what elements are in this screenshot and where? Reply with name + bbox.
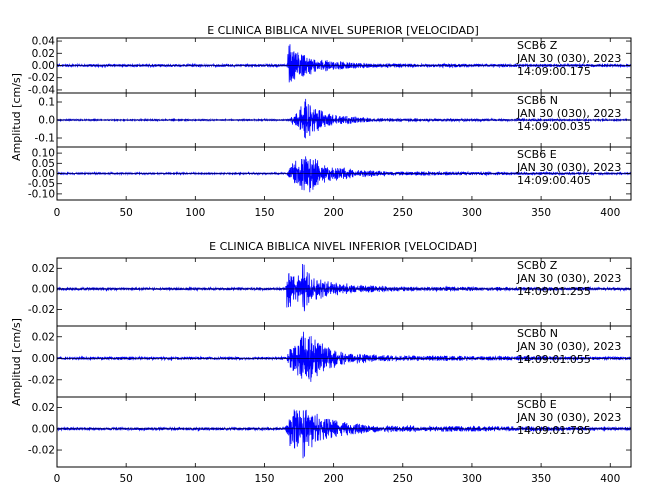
waveform-trace: [56, 331, 632, 382]
y-tick-label: -0.10: [28, 188, 55, 200]
y-tick-label: -0.02: [28, 374, 55, 386]
x-tick-label: 350: [531, 473, 551, 485]
x-tick-label: 200: [324, 207, 344, 219]
waveform-trace: [56, 409, 632, 459]
lower-chart-title: E CLINICA BIBLICA NIVEL INFERIOR [VELOCI…: [209, 240, 477, 253]
y-tick-label: 0.02: [32, 402, 55, 414]
station-component-label: SCB6 Z: [517, 39, 558, 52]
date-label: JAN 30 (030), 2023: [516, 411, 621, 424]
y-tick-label: -0.02: [28, 445, 55, 457]
time-label: 14:09:00.035: [517, 120, 591, 133]
y-tick-label: -0.02: [28, 304, 55, 316]
station-component-label: SCB0 E: [517, 398, 557, 411]
station-component-label: SCB6 E: [517, 148, 557, 161]
date-label: JAN 30 (030), 2023: [516, 340, 621, 353]
x-tick-label: 150: [254, 473, 274, 485]
x-tick-label: 300: [462, 207, 482, 219]
upper-y-axis-label: Amplitud [cm/s]: [10, 73, 23, 161]
upper-chart-title: E CLINICA BIBLICA NIVEL SUPERIOR [VELOCI…: [207, 24, 479, 37]
x-tick-label: 200: [324, 473, 344, 485]
x-tick-label: 150: [254, 207, 274, 219]
waveform-trace: [56, 156, 632, 193]
y-tick-label: 0.04: [32, 36, 56, 48]
time-label: 14:09:01.785: [517, 424, 591, 437]
y-tick-label: 0.05: [32, 158, 55, 170]
y-tick-label: -0.04: [28, 84, 55, 96]
y-tick-label: 0.02: [32, 331, 55, 343]
y-tick-label: 0.00: [32, 283, 55, 295]
x-tick-label: 0: [54, 473, 61, 485]
station-component-label: SCB0 Z: [517, 259, 558, 272]
date-label: JAN 30 (030), 2023: [516, 272, 621, 285]
y-tick-label: 0.0: [38, 115, 55, 127]
y-tick-label: 0.00: [32, 353, 55, 365]
y-tick-label: -0.05: [28, 178, 55, 190]
y-tick-label: 0.00: [32, 423, 55, 435]
panel-frame: [56, 396, 632, 468]
y-tick-label: 0.02: [32, 263, 55, 275]
date-label: JAN 30 (030), 2023: [516, 52, 621, 65]
station-component-label: SCB0 N: [517, 327, 558, 340]
y-tick-label: 0.00: [32, 168, 55, 180]
time-label: 14:09:00.405: [517, 174, 591, 187]
y-tick-label: 0.10: [32, 148, 55, 160]
y-tick-label: -0.02: [28, 72, 55, 84]
time-label: 14:09:00.175: [517, 65, 591, 78]
x-tick-label: 400: [600, 207, 620, 219]
waveform-trace: [56, 264, 632, 312]
x-tick-label: 100: [185, 207, 205, 219]
x-tick-label: 100: [185, 473, 205, 485]
y-tick-label: -0.1: [35, 133, 56, 145]
y-tick-label: 0.02: [32, 48, 55, 60]
x-tick-label: 50: [119, 207, 132, 219]
time-label: 14:09:01.055: [517, 353, 591, 366]
x-tick-label: 300: [462, 473, 482, 485]
x-tick-label: 400: [600, 473, 620, 485]
station-component-label: SCB6 N: [517, 94, 558, 107]
time-label: 14:09:01.255: [517, 285, 591, 298]
x-tick-label: 250: [393, 207, 413, 219]
x-tick-label: 0: [54, 207, 61, 219]
y-tick-label: 0.1: [38, 97, 55, 109]
x-tick-label: 350: [531, 207, 551, 219]
date-label: JAN 30 (030), 2023: [516, 161, 621, 174]
x-tick-label: 250: [393, 473, 413, 485]
date-label: JAN 30 (030), 2023: [516, 107, 621, 120]
x-tick-label: 50: [119, 473, 132, 485]
y-tick-label: 0.00: [32, 60, 55, 72]
lower-y-axis-label: Amplitud [cm/s]: [10, 318, 23, 406]
